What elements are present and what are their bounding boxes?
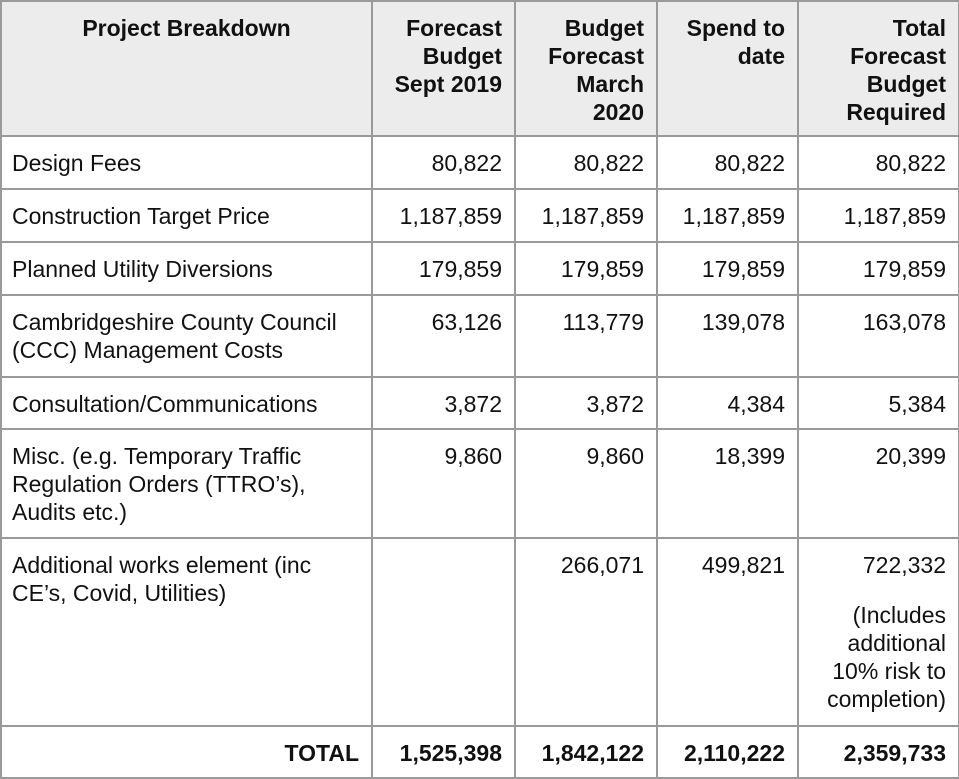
table-row: Construction Target Price 1,187,859 1,18…: [0, 188, 959, 243]
cell-total: 722,332: [862, 552, 946, 578]
cell-total: 20,399: [797, 428, 959, 539]
row-label: Cambridgeshire County Council (CCC) Mana…: [0, 294, 373, 378]
row-label: Construction Target Price: [0, 188, 373, 243]
cell-march2020: 113,779: [514, 294, 658, 378]
cell-march2020: 266,071: [514, 537, 658, 727]
row-label: Design Fees: [0, 135, 373, 190]
total-sept2019: 1,525,398: [371, 725, 516, 779]
table-row: Design Fees 80,822 80,822 80,822 80,822: [0, 135, 959, 190]
cell-spend: 499,821: [656, 537, 799, 727]
header-spend-to-date: Spend to date: [656, 0, 799, 137]
cell-spend: 18,399: [656, 428, 799, 539]
table-row: Consultation/Communications 3,872 3,872 …: [0, 376, 959, 430]
cell-total: 80,822: [797, 135, 959, 190]
cell-sept2019: 9,860: [371, 428, 516, 539]
table-row: Misc. (e.g. Temporary Traffic Regulation…: [0, 428, 959, 539]
risk-note: (Includes additional 10% risk to complet…: [827, 602, 946, 712]
total-label: TOTAL: [0, 725, 373, 779]
header-total-forecast-required: Total Forecast Budget Required: [797, 0, 959, 137]
cell-march2020: 80,822: [514, 135, 658, 190]
cell-sept2019: 63,126: [371, 294, 516, 378]
cell-total-with-note: 722,332 (Includes additional 10% risk to…: [797, 537, 959, 727]
cell-sept2019: 3,872: [371, 376, 516, 430]
total-total: 2,359,733: [797, 725, 959, 779]
total-spend: 2,110,222: [656, 725, 799, 779]
cell-total: 1,187,859: [797, 188, 959, 243]
row-label: Misc. (e.g. Temporary Traffic Regulation…: [0, 428, 373, 539]
header-forecast-sept-2019: Forecast Budget Sept 2019: [371, 0, 516, 137]
cell-total: 179,859: [797, 241, 959, 296]
cell-march2020: 1,187,859: [514, 188, 658, 243]
cell-spend: 139,078: [656, 294, 799, 378]
cell-sept2019: 1,187,859: [371, 188, 516, 243]
cell-sept2019: [371, 537, 516, 727]
header-project-breakdown: Project Breakdown: [0, 0, 373, 137]
header-row: Project Breakdown Forecast Budget Sept 2…: [0, 0, 959, 137]
cell-total: 163,078: [797, 294, 959, 378]
cell-sept2019: 179,859: [371, 241, 516, 296]
cell-march2020: 9,860: [514, 428, 658, 539]
cell-spend: 179,859: [656, 241, 799, 296]
row-label: Planned Utility Diversions: [0, 241, 373, 296]
table-row: Cambridgeshire County Council (CCC) Mana…: [0, 294, 959, 378]
cell-sept2019: 80,822: [371, 135, 516, 190]
header-budget-march-2020: Budget Forecast March 2020: [514, 0, 658, 137]
row-label: Consultation/Communications: [0, 376, 373, 430]
total-row: TOTAL 1,525,398 1,842,122 2,110,222 2,35…: [0, 725, 959, 779]
cell-total: 5,384: [797, 376, 959, 430]
cell-march2020: 179,859: [514, 241, 658, 296]
cell-spend: 4,384: [656, 376, 799, 430]
cell-march2020: 3,872: [514, 376, 658, 430]
cell-spend: 1,187,859: [656, 188, 799, 243]
table-row: Planned Utility Diversions 179,859 179,8…: [0, 241, 959, 296]
total-march2020: 1,842,122: [514, 725, 658, 779]
cell-spend: 80,822: [656, 135, 799, 190]
row-label: Additional works element (inc CE’s, Covi…: [0, 537, 373, 727]
table-row: Additional works element (inc CE’s, Covi…: [0, 537, 959, 727]
